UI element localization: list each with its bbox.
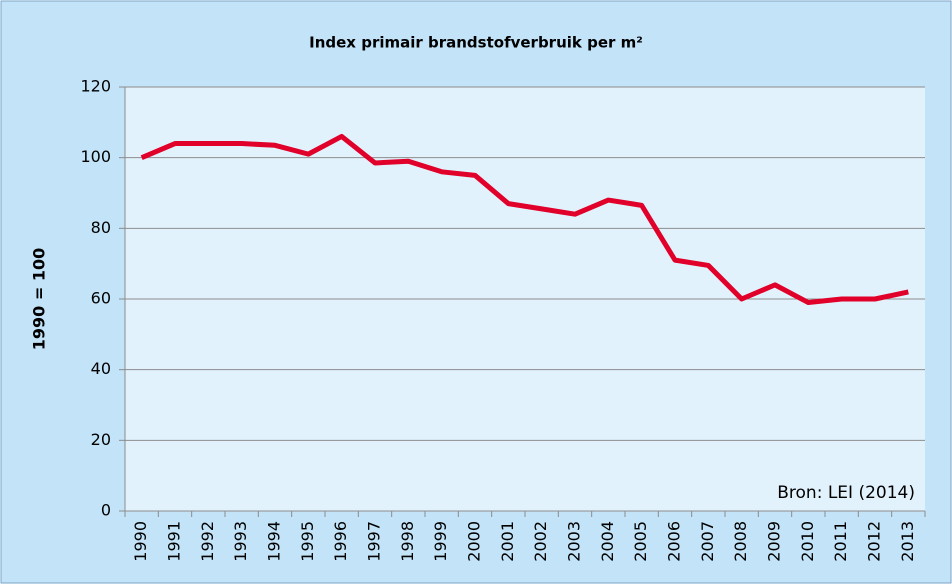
x-tick-label: 1998 <box>398 521 417 562</box>
x-tick-label: 2010 <box>798 521 817 562</box>
y-tick-label: 80 <box>91 218 111 237</box>
y-tick-label: 120 <box>80 77 111 96</box>
x-tick-label: 1994 <box>265 521 284 562</box>
x-tick-label: 2013 <box>898 521 917 562</box>
x-tick-label: 2004 <box>598 521 617 562</box>
x-tick-label: 2005 <box>631 521 650 562</box>
x-tick-label: 1997 <box>365 521 384 562</box>
annotation: Bron: LEI (2014) <box>777 483 915 503</box>
y-tick-label: 100 <box>80 147 111 166</box>
x-tick-label: 1995 <box>298 521 317 562</box>
x-tick-label: 1990 <box>131 521 150 562</box>
y-tick-label: 40 <box>91 359 111 378</box>
x-tick-label: 2009 <box>765 521 784 562</box>
x-tick-label: 2002 <box>531 521 550 562</box>
y-tick-label: 0 <box>101 501 111 520</box>
x-tick-label: 2008 <box>731 521 750 562</box>
x-tick-label: 1992 <box>198 521 217 562</box>
line <box>140 133 909 306</box>
x-tick-label: 2000 <box>465 521 484 562</box>
x-tick-label: 1993 <box>231 521 250 562</box>
x-tick-label: 2001 <box>498 521 517 562</box>
y-axis-label: 1990 = 100 <box>30 248 49 350</box>
x-tick-label: 2007 <box>698 521 717 562</box>
x-tick-label: 1999 <box>431 521 450 562</box>
chart-title: Index primair brandstofverbruik per m² <box>309 34 643 52</box>
x-tick-label: 2003 <box>565 521 584 562</box>
x-tick-label: 1996 <box>331 521 350 562</box>
y-tick-label: 20 <box>91 430 111 449</box>
x-tick-label: 2011 <box>831 521 850 562</box>
annotation-box <box>745 478 921 508</box>
x-tick-label: 1991 <box>165 521 184 562</box>
y-tick-label: 60 <box>91 289 111 308</box>
x-tick-label: 2012 <box>865 521 884 562</box>
x-tick-label: 2006 <box>665 521 684 562</box>
